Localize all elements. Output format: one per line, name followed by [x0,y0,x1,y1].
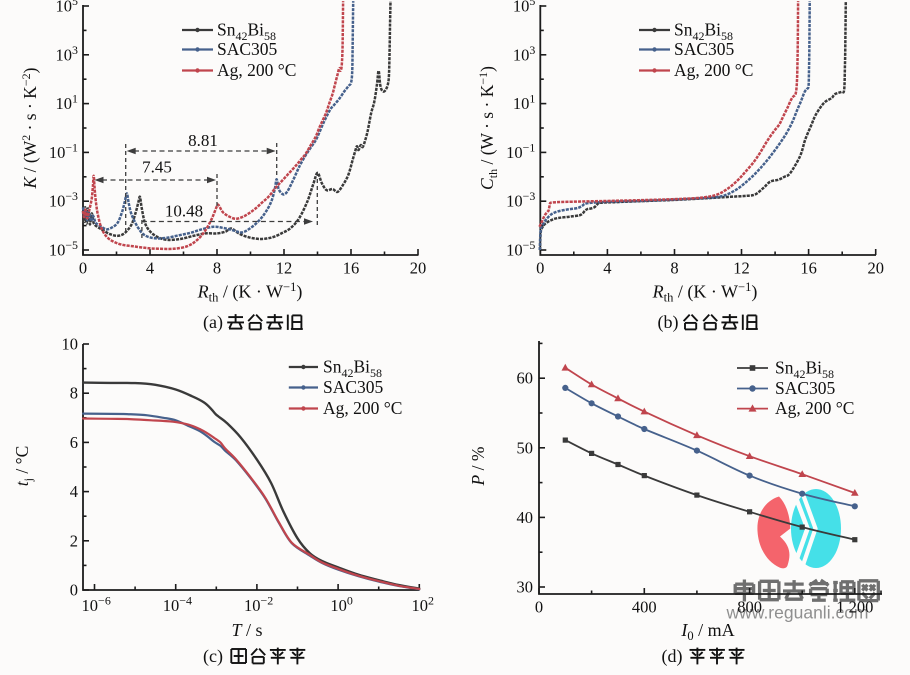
svg-text:0: 0 [79,259,87,278]
svg-text:10.48: 10.48 [165,202,203,221]
svg-text:(c): (c) [203,646,223,667]
svg-text:Ag, 200 °C: Ag, 200 °C [217,60,296,80]
svg-text:20: 20 [867,259,884,278]
svg-text:SAC305: SAC305 [323,377,384,397]
svg-text:8: 8 [70,384,78,403]
svg-text:T / s: T / s [231,620,262,640]
svg-text:50: 50 [517,438,534,457]
svg-text:K / (W2 · s · K−2): K / (W2 · s · K−2) [19,67,40,189]
svg-text:Ag, 200 °C: Ag, 200 °C [775,398,854,418]
svg-text:4: 4 [70,482,78,501]
svg-text:2: 2 [70,531,78,550]
svg-text:1 200: 1 200 [836,598,873,617]
svg-text:16: 16 [343,259,360,278]
svg-text:0: 0 [535,598,543,617]
svg-text:8.81: 8.81 [188,131,218,150]
svg-text:tj / °C: tj / °C [12,446,35,487]
svg-text:www.reguanli.com: www.reguanli.com [726,603,869,623]
svg-text:Rth / (K · W−1): Rth / (K · W−1) [197,280,303,305]
svg-text:800: 800 [737,598,762,617]
svg-text:Sn42Bi58: Sn42Bi58 [323,357,382,381]
svg-text:Sn42Bi58: Sn42Bi58 [217,20,276,44]
svg-text:I0 / mA: I0 / mA [680,620,734,643]
svg-text:SAC305: SAC305 [674,39,735,59]
svg-text:60: 60 [517,369,534,388]
svg-text:(d): (d) [662,646,683,667]
svg-text:(a): (a) [203,312,223,333]
svg-text:Ag, 200 °C: Ag, 200 °C [323,398,402,418]
svg-text:40: 40 [517,508,534,527]
svg-text:12: 12 [733,259,750,278]
svg-text:Cth / (W · s · K−1): Cth / (W · s · K−1) [476,66,500,190]
svg-text:SAC305: SAC305 [217,39,278,59]
svg-text:30: 30 [517,578,534,597]
svg-text:(b): (b) [658,312,679,333]
svg-text:Sn42Bi58: Sn42Bi58 [674,20,733,44]
svg-text:P / %: P / % [468,447,488,487]
svg-text:8: 8 [670,259,678,278]
svg-text:0: 0 [536,259,544,278]
svg-text:Rth / (K · W−1): Rth / (K · W−1) [652,280,758,305]
svg-text:16: 16 [800,259,817,278]
svg-text:Ag, 200 °C: Ag, 200 °C [674,60,753,80]
svg-text:12: 12 [276,259,293,278]
svg-text:4: 4 [146,259,154,278]
svg-text:8: 8 [213,259,221,278]
svg-text:SAC305: SAC305 [775,378,836,398]
svg-text:400: 400 [632,598,657,617]
svg-text:7.45: 7.45 [142,158,172,177]
svg-text:Sn42Bi58: Sn42Bi58 [775,358,834,382]
svg-text:20: 20 [410,259,427,278]
svg-text:0: 0 [70,581,78,600]
svg-text:10: 10 [62,335,79,354]
svg-text:4: 4 [603,259,611,278]
svg-text:6: 6 [70,433,78,452]
